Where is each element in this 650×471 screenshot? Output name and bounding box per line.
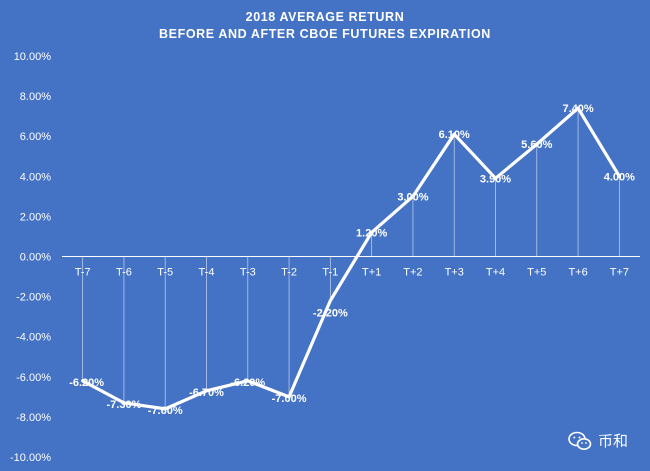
y-tick-label: -10.00% <box>10 452 51 464</box>
y-tick-label: -2.00% <box>16 292 51 304</box>
watermark-text: 币和 <box>597 432 628 450</box>
data-label: 7.40% <box>562 103 593 115</box>
chart-title: 2018 AVERAGE RETURN BEFORE AND AFTER CBO… <box>159 10 491 41</box>
y-tick-label: -4.00% <box>16 332 51 344</box>
drop-lines <box>82 108 620 409</box>
x-tick-label: T+3 <box>445 267 464 279</box>
data-label: -7.00% <box>272 393 307 405</box>
x-tick-label: T-3 <box>240 267 256 279</box>
data-label: 1.20% <box>356 227 387 239</box>
y-tick-label: -6.00% <box>16 372 51 384</box>
y-tick-label: 10.00% <box>14 51 52 63</box>
data-label: -6.20% <box>230 377 265 389</box>
x-tick-label: T-7 <box>75 267 91 279</box>
x-tick-label: T+2 <box>403 267 422 279</box>
data-label: -7.60% <box>148 405 183 417</box>
data-labels: -6.20%-7.30%-7.60%-6.70%-6.20%-7.00%-2.2… <box>69 103 635 417</box>
y-tick-label: 0.00% <box>20 252 51 264</box>
data-label: -6.70% <box>189 387 224 399</box>
x-tick-label: T-5 <box>157 267 173 279</box>
x-tick-label: T+1 <box>362 267 381 279</box>
chart-title-line-1: 2018 AVERAGE RETURN <box>246 10 405 24</box>
y-tick-label: 2.00% <box>20 211 51 223</box>
y-tick-label: 4.00% <box>20 171 51 183</box>
x-tick-label: T+4 <box>486 267 505 279</box>
x-axis-tick-labels: T-7 T-6 T-5 T-4 T-3 T-2 T-1 T+1 T+2 T+3 T+4 T+5 T+6 T… <box>75 267 629 279</box>
chart-title-line-2: BEFORE AND AFTER CBOE FUTURES EXPIRATION <box>159 27 491 41</box>
x-tick-label: T-1 <box>322 267 338 279</box>
data-label: -7.30% <box>106 399 141 411</box>
x-tick-label: T+6 <box>568 267 587 279</box>
data-label: 5.60% <box>521 139 552 151</box>
watermark: 币和 <box>568 430 628 451</box>
y-tick-label: 8.00% <box>20 91 51 103</box>
x-tick-label: T-2 <box>281 267 297 279</box>
series-line <box>81 106 621 411</box>
data-label: 6.10% <box>439 129 470 141</box>
wechat-icon <box>568 431 592 450</box>
data-label: 3.90% <box>480 173 511 185</box>
y-tick-label: 6.00% <box>20 131 51 143</box>
data-label: -6.20% <box>69 377 104 389</box>
x-tick-label: T-6 <box>116 267 132 279</box>
x-tick-label: T+5 <box>527 267 546 279</box>
y-tick-label: -8.00% <box>16 412 51 424</box>
y-axis-tick-labels: 10.00% 8.00% 6.00% 4.00% 2.00% 0.00% -2.00% -4.… <box>10 51 51 464</box>
x-tick-label: T-4 <box>199 267 215 279</box>
x-tick-label: T+7 <box>610 267 629 279</box>
data-label: 3.00% <box>397 191 428 203</box>
data-label: 4.00% <box>604 171 635 183</box>
data-label: -2.20% <box>313 308 348 320</box>
